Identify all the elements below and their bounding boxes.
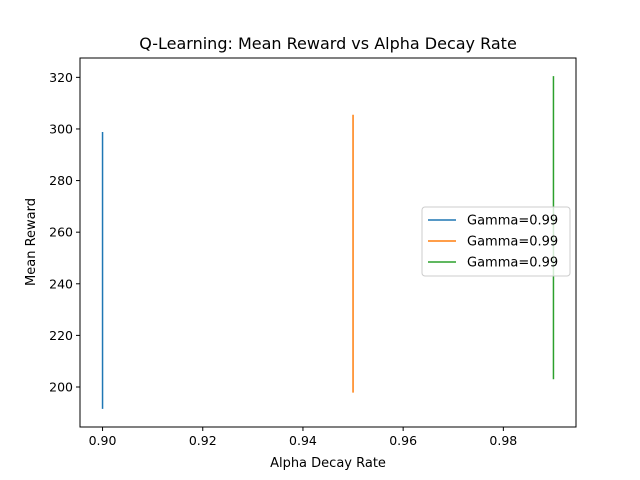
x-tick-label: 0.92: [189, 433, 217, 448]
y-tick-label: 260: [49, 225, 73, 240]
plot-area: [79, 57, 577, 428]
y-axis: 200 220 240 260 280 300 320: [49, 70, 80, 395]
x-axis-title: Alpha Decay Rate: [270, 456, 386, 471]
legend-label: Gamma=0.99: [467, 256, 558, 271]
legend-label: Gamma=0.99: [467, 235, 558, 250]
x-axis: 0.90 0.92 0.94 0.96 0.98: [89, 427, 517, 448]
legend-label: Gamma=0.99: [467, 214, 558, 229]
y-tick-label: 240: [49, 276, 73, 291]
x-tick-label: 0.90: [89, 433, 117, 448]
y-tick-label: 220: [49, 328, 73, 343]
x-tick-label: 0.96: [389, 433, 417, 448]
legend: Gamma=0.99 Gamma=0.99 Gamma=0.99: [421, 206, 571, 277]
y-tick-label: 300: [49, 121, 73, 136]
chart-title: Q-Learning: Mean Reward vs Alpha Decay R…: [139, 34, 517, 53]
x-tick-label: 0.98: [489, 433, 517, 448]
y-tick-label: 280: [49, 173, 73, 188]
y-axis-title: Mean Reward: [24, 198, 39, 286]
axes-frame: [79, 57, 577, 428]
y-tick-label: 200: [49, 380, 73, 395]
legend-box: [421, 206, 571, 277]
x-tick-label: 0.94: [289, 433, 317, 448]
y-tick-label: 320: [49, 70, 73, 85]
